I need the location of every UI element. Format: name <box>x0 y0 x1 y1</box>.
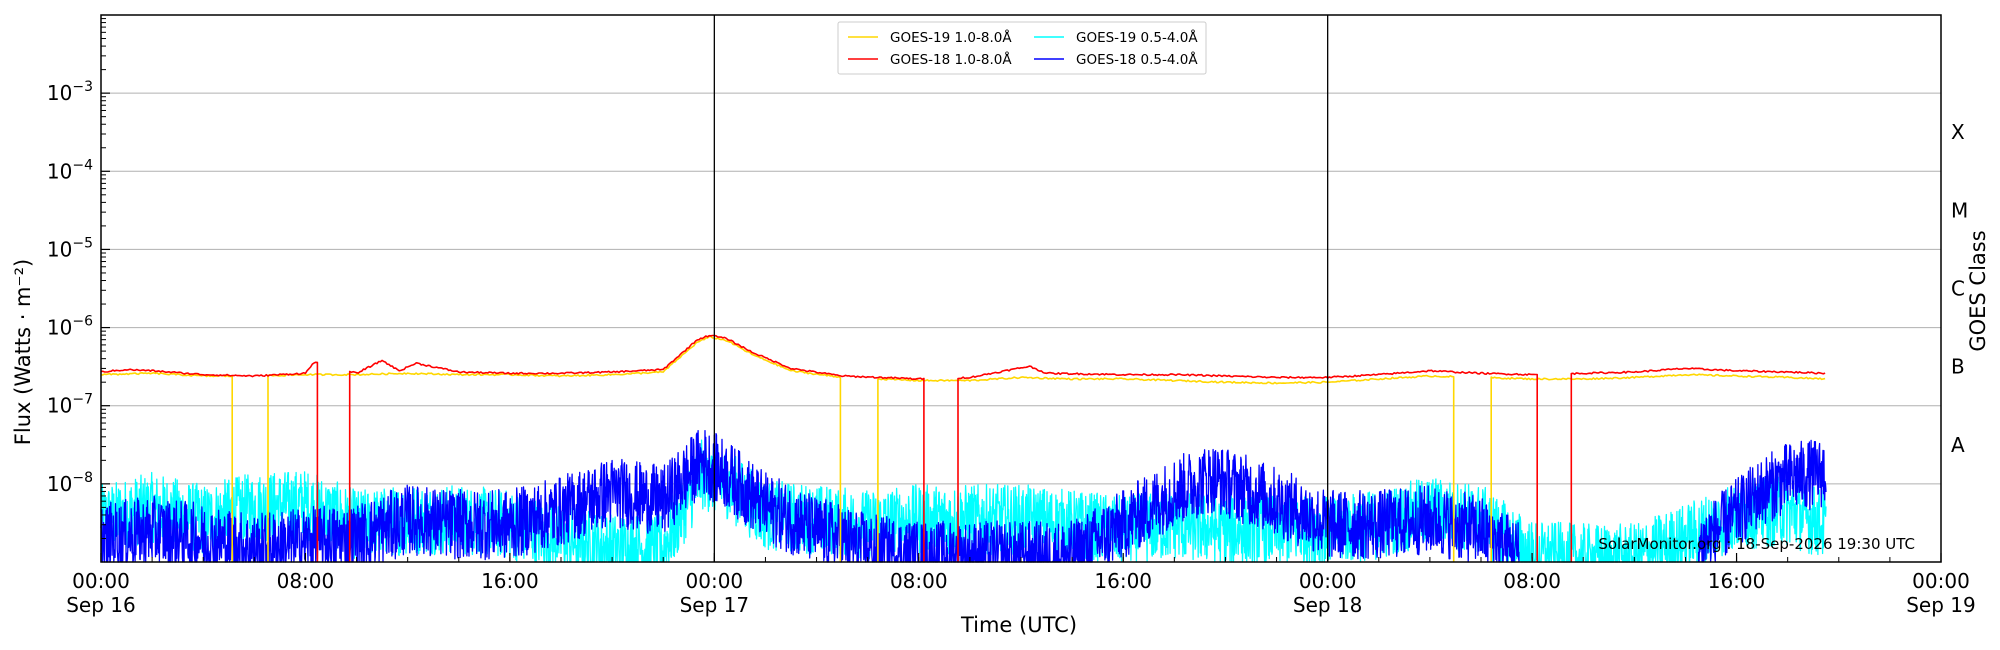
x-tick-date-label: Sep 18 <box>1293 593 1363 617</box>
y-tick-label: 10−8 <box>47 470 93 496</box>
legend-entry: GOES-19 0.5-4.0Å <box>1076 29 1198 46</box>
legend-box <box>837 21 1207 75</box>
y-tick-label: 10−4 <box>47 157 93 183</box>
goes-class-label: B <box>1951 355 1965 379</box>
legend-entry: GOES-18 1.0-8.0Å <box>890 51 1012 68</box>
x-tick-label: 00:00 <box>686 569 744 593</box>
x-axis-title: Time (UTC) <box>960 613 1077 637</box>
y-tick-label: 10−7 <box>47 392 93 418</box>
y-tick-label: 10−6 <box>47 314 93 340</box>
x-tick-date-label: Sep 17 <box>680 593 750 617</box>
x-tick-label: 00:00 <box>1912 569 1970 593</box>
goes-class-label: C <box>1951 277 1965 301</box>
x-tick-date-label: Sep 19 <box>1906 593 1976 617</box>
legend: GOES-19 1.0-8.0Å GOES-18 1.0-8.0Å GOES-19 … <box>837 21 1207 75</box>
y-axis-title: Flux (Watts · m⁻²) <box>11 259 35 445</box>
x-tick-label: 16:00 <box>481 569 539 593</box>
x-tick-label: 00:00 <box>72 569 130 593</box>
x-tick-date-label: Sep 16 <box>66 593 136 617</box>
series-line <box>100 334 1826 562</box>
x-tick-label: 16:00 <box>1708 569 1766 593</box>
x-tick-label: 00:00 <box>1299 569 1357 593</box>
grid-lines <box>101 92 1941 485</box>
goes-class-label: A <box>1951 433 1965 457</box>
goes-class-label: M <box>1951 198 1968 222</box>
y-tick-label: 10−3 <box>47 79 93 105</box>
plot-frame <box>100 14 1942 563</box>
goes-class-label: X <box>1951 120 1965 144</box>
y-tick-label: 10−5 <box>47 235 93 261</box>
x-tick-label: 16:00 <box>1094 569 1152 593</box>
legend-entry: GOES-19 1.0-8.0Å <box>890 29 1012 46</box>
series-line <box>100 429 1827 563</box>
y-tick-labels: 10−3 10−4 10−5 10−6 10−7 10−8 <box>47 79 93 496</box>
credit-text: SolarMonitor.org : 18-Sep-2026 19:30 UTC <box>1598 535 1915 553</box>
x-tick-label: 08:00 <box>890 569 948 593</box>
goes-class-axis-title: GOES Class <box>1966 230 1990 351</box>
x-tick-label: 08:00 <box>1503 569 1561 593</box>
goes-class-labels: X M C B A <box>1951 120 1968 457</box>
x-tick-label: 08:00 <box>277 569 335 593</box>
legend-entry: GOES-18 0.5-4.0Å <box>1076 51 1198 68</box>
series-line <box>101 335 1826 562</box>
tick-marks <box>100 18 1942 562</box>
day-boundary-lines <box>713 15 1329 562</box>
series-layer <box>100 334 1827 563</box>
